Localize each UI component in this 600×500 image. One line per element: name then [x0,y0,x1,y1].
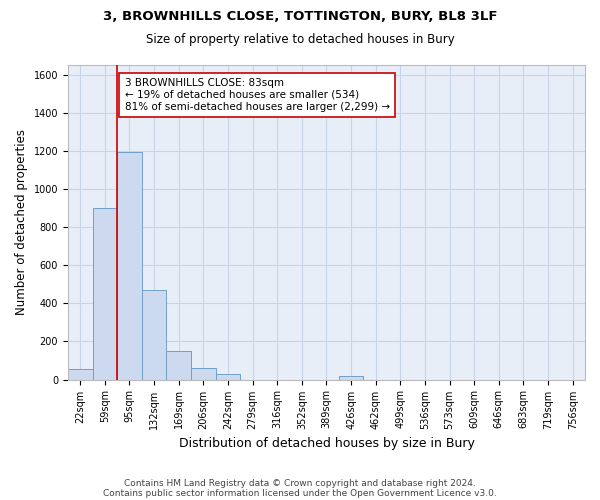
Y-axis label: Number of detached properties: Number of detached properties [15,130,28,316]
Bar [191,368,215,380]
Bar [166,351,191,380]
Text: Contains public sector information licensed under the Open Government Licence v3: Contains public sector information licen… [103,488,497,498]
Text: Contains HM Land Registry data © Crown copyright and database right 2024.: Contains HM Land Registry data © Crown c… [124,478,476,488]
Bar [92,208,117,380]
Bar [215,374,240,380]
Bar [68,369,92,380]
Text: 3, BROWNHILLS CLOSE, TOTTINGTON, BURY, BL8 3LF: 3, BROWNHILLS CLOSE, TOTTINGTON, BURY, B… [103,10,497,23]
Text: Size of property relative to detached houses in Bury: Size of property relative to detached ho… [146,32,454,46]
Bar [117,152,142,380]
X-axis label: Distribution of detached houses by size in Bury: Distribution of detached houses by size … [179,437,475,450]
Bar [339,376,364,380]
Bar [142,290,166,380]
Text: 3 BROWNHILLS CLOSE: 83sqm
← 19% of detached houses are smaller (534)
81% of semi: 3 BROWNHILLS CLOSE: 83sqm ← 19% of detac… [125,78,389,112]
